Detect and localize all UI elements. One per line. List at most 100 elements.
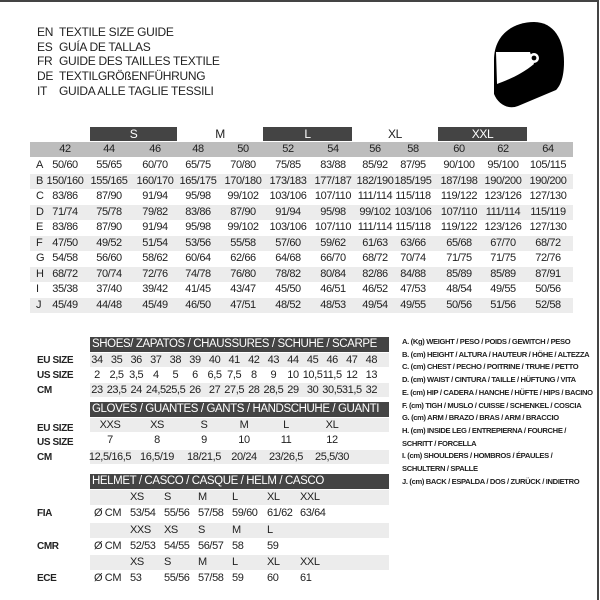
row-label: EU SIZE (37, 355, 74, 366)
size-number: 54 (327, 143, 339, 155)
table-cell: 6 (192, 369, 198, 381)
table-cell: 99/102 (227, 221, 259, 233)
table-cell: 5 (172, 369, 179, 381)
table-cell: 155/165 (90, 174, 128, 187)
title-text: GUIDA ALLE TAGLIE TESSILI (59, 83, 214, 98)
table-cell: 68/72 (52, 267, 78, 280)
table-cell: 91/94 (142, 221, 168, 233)
table-cell: 65/68 (446, 236, 472, 249)
size-number: 56 (369, 143, 381, 155)
table-row-stripe (90, 522, 389, 538)
table-cell: 64/68 (275, 252, 301, 264)
table-cell: 95/100 (487, 159, 519, 171)
table-cell: 70/74 (96, 267, 122, 280)
table-cell: 42 (248, 354, 260, 366)
table-cell: 111/114 (485, 205, 521, 218)
table-cell: 71/75 (446, 252, 472, 264)
helmet-value: 58 (232, 539, 244, 552)
table-cell: 46 (326, 354, 338, 366)
row-key: D (36, 205, 44, 218)
helmet-value: 56/57 (198, 539, 224, 552)
table-cell: 127/130 (529, 190, 567, 202)
table-cell: 20/24 (231, 451, 257, 463)
table-cell: 45/50 (275, 283, 301, 295)
helmet-size: L (267, 523, 273, 536)
table-cell: 87/90 (230, 205, 256, 218)
table-cell: 47/51 (230, 298, 256, 311)
table-row-stripe (90, 353, 389, 367)
table-cell: 80/84 (320, 267, 346, 280)
table-cell: S (200, 419, 208, 431)
row-key: I (36, 283, 39, 295)
table-cell: 103/106 (269, 221, 307, 233)
helmet-size: S (164, 491, 171, 503)
table-cell: 46/51 (320, 283, 346, 295)
helmet-value: 60 (267, 572, 279, 584)
row-key: G (36, 252, 45, 264)
size-number: 44 (103, 143, 115, 155)
table-cell: 61/63 (362, 236, 388, 249)
size-number-row (30, 142, 573, 157)
helmet-size: M (232, 523, 241, 536)
table-cell: 3,5 (129, 369, 144, 381)
table-cell: M (239, 419, 249, 431)
table-cell: 8 (250, 369, 257, 381)
table-cell: 11,5 (322, 369, 342, 381)
table-cell: 58/62 (142, 252, 168, 264)
table-cell: 182/190 (356, 174, 394, 187)
table-cell: 47/50 (52, 236, 78, 249)
table-cell: 177/187 (314, 174, 352, 187)
table-cell: 26 (189, 384, 201, 396)
size-number: 58 (407, 143, 419, 155)
row-key: A (36, 159, 43, 171)
table-cell: XXS (99, 419, 121, 431)
table-cell: 29 (287, 384, 299, 396)
helmet-value: 59 (232, 572, 244, 584)
title-text: GUIDE DES TAILLES TEXTILE (59, 54, 220, 69)
table-cell: 49/55 (400, 298, 426, 311)
table-cell: 79/82 (142, 205, 168, 218)
table-cell: 72/76 (535, 252, 561, 264)
table-cell: 71/74 (52, 205, 78, 218)
table-cell: 23 (91, 384, 103, 396)
table-cell: 83/88 (320, 159, 346, 171)
helmet-value: 57/58 (198, 507, 224, 519)
table-row-stripe (30, 297, 573, 313)
gloves-header: GLOVES / GUANTES / GANTS / HANDSCHUHE / … (90, 402, 389, 417)
row-key: H (36, 267, 44, 280)
shoes-header: SHOES/ ZAPATOS / CHAUSSURES / SCHUHE / S… (90, 337, 389, 352)
helmet-value: 63/64 (300, 507, 326, 519)
table-cell: 119/122 (440, 221, 478, 233)
table-cell: 35 (110, 354, 123, 366)
row-key: B (36, 174, 43, 187)
helmet-size: XXS (130, 523, 151, 536)
helmet-size: XXL (300, 491, 320, 503)
size-number: 62 (497, 143, 509, 155)
table-cell: 107/110 (314, 190, 352, 202)
table-cell: 68/72 (535, 236, 561, 249)
table-cell: 8 (154, 434, 160, 446)
title-text: TEXTILE SIZE GUIDE (59, 25, 174, 39)
table-cell: 44/48 (96, 298, 122, 311)
legend-item: E. (cm) HIP / CADERA / HANCHE / HÜFTE / … (402, 387, 593, 397)
table-cell: 99/102 (227, 190, 259, 202)
table-cell: 173/183 (269, 174, 307, 187)
table-cell: 103/106 (269, 190, 307, 202)
helmet-size: XS (164, 523, 178, 536)
table-cell: 2,5 (109, 369, 124, 381)
helmet-value: 61/62 (267, 507, 293, 519)
table-cell: XL (325, 419, 339, 431)
table-cell: 115/118 (395, 190, 431, 202)
table-cell: 70/80 (230, 159, 256, 171)
table-cell: 123/126 (484, 221, 522, 233)
table-row-stripe (90, 490, 389, 505)
table-cell: 37 (150, 354, 162, 366)
size-group-label: M (215, 127, 225, 141)
table-cell: 72/76 (142, 267, 168, 280)
title-lang: EN (37, 25, 54, 39)
table-cell: 55/65 (96, 159, 122, 171)
helmet-value: 61 (300, 572, 312, 584)
row-label: CM (37, 385, 52, 396)
table-cell: 23/26,5 (269, 451, 303, 463)
table-cell: 71/75 (490, 252, 516, 264)
